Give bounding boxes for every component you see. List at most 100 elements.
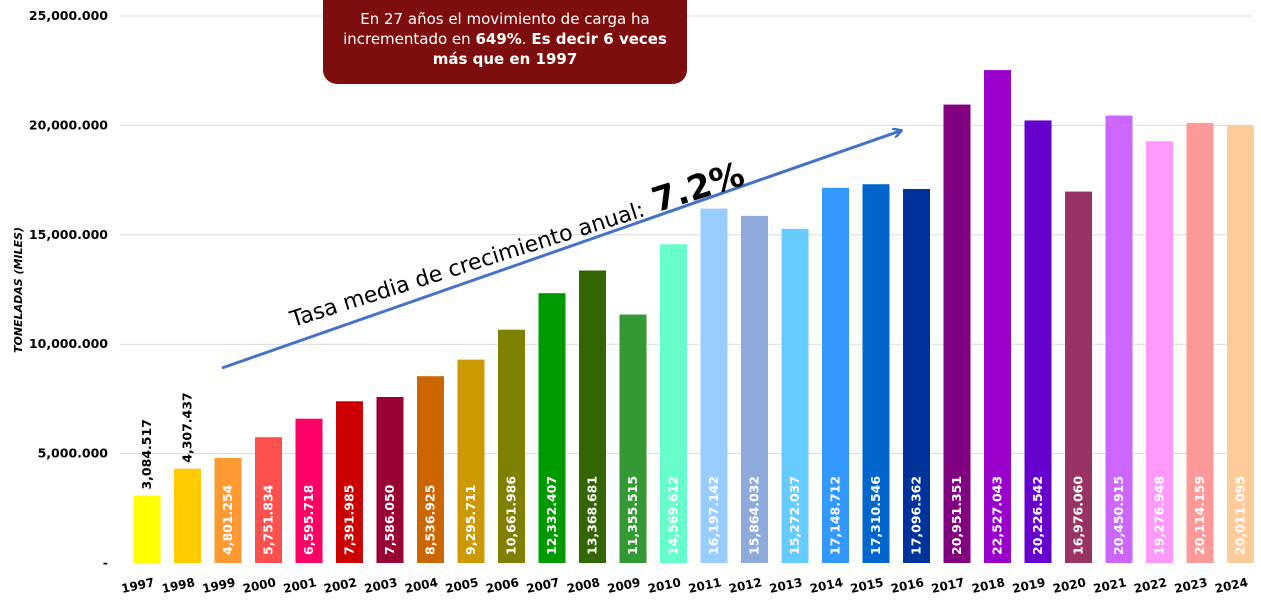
summary-callout: En 27 años el movimiento de carga ha inc… [323, 0, 687, 84]
x-tick-label: 2009 [606, 575, 642, 596]
y-tick-label: - [103, 555, 108, 570]
bar [579, 270, 606, 563]
x-tick-label: 2017 [930, 575, 966, 596]
data-label: 17,096.362 [909, 476, 924, 555]
data-label: 22,527.043 [990, 476, 1005, 555]
x-tick-label: 2001 [282, 575, 318, 596]
callout-line-3: más que en 1997 [337, 49, 673, 69]
bar [133, 495, 161, 563]
y-axis-ticks: - 5,000.000 10,000.000 15,000.000 20,000.000… [29, 8, 108, 570]
bar [1105, 115, 1133, 563]
data-label: 20,011.095 [1233, 476, 1248, 555]
callout-line-3-bold: más que en 1997 [432, 50, 578, 68]
x-tick-label: 2013 [768, 575, 804, 596]
data-label: 19,276.948 [1152, 476, 1167, 555]
data-label: 10,661.986 [504, 476, 519, 555]
x-tick-label: 2002 [323, 575, 359, 596]
data-labels: 3,084.517 4,307.437 4,801.254 5,751.834 6,59… [139, 392, 1248, 555]
bar [1146, 141, 1173, 563]
x-tick-label: 2010 [647, 575, 683, 596]
x-tick-label: 2015 [849, 575, 885, 596]
bar [943, 104, 971, 563]
bar [1227, 125, 1254, 564]
data-label: 7,586.050 [382, 484, 397, 555]
bar [741, 215, 768, 564]
data-label: 20,951.351 [949, 476, 964, 555]
growth-arrow [221, 131, 900, 370]
bar [984, 70, 1011, 563]
x-tick-label: 1997 [120, 575, 156, 596]
callout-line-2-bold: Es decir 6 veces [531, 30, 667, 48]
bar [862, 184, 890, 564]
data-label: 15,272.037 [787, 476, 802, 555]
y-tick-label: 25,000.000 [29, 8, 108, 23]
y-tick-label: 15,000.000 [29, 227, 108, 242]
callout-line-1: En 27 años el movimiento de carga ha [360, 10, 650, 28]
bar [700, 208, 728, 563]
bar [214, 457, 242, 563]
x-tick-label: 1999 [201, 575, 237, 596]
data-label: 8,536.925 [423, 485, 438, 555]
data-label: 16,197.142 [706, 476, 721, 555]
data-label: 20,226.542 [1030, 476, 1045, 555]
data-label: 17,148.712 [828, 476, 843, 555]
x-tick-label: 2012 [728, 575, 764, 596]
bar [1186, 122, 1214, 564]
x-tick-label: 2023 [1173, 575, 1209, 596]
bar [1024, 120, 1052, 563]
data-label: 9,295.711 [463, 485, 478, 555]
x-tick-label: 2007 [525, 575, 561, 596]
x-tick-label: 2004 [404, 575, 440, 596]
callout-line-2-prefix: incrementado en [343, 30, 476, 48]
y-tick-label: 20,000.000 [29, 117, 108, 132]
bars [133, 70, 1254, 564]
data-label: 15,864.032 [747, 476, 762, 555]
bar [619, 314, 647, 563]
bar [903, 188, 930, 564]
data-label: 5,751.834 [261, 484, 276, 555]
growth-rate-value: 7.2% [647, 154, 749, 221]
x-axis-ticks: 1997 1998 1999 2000 2001 2002 2003 2004 2005 2006… [120, 575, 1249, 596]
x-tick-label: 2008 [566, 575, 602, 596]
bar [457, 359, 485, 563]
data-label: 6,595.718 [301, 485, 316, 555]
x-tick-label: 2006 [485, 575, 521, 596]
data-label: 20,450.915 [1111, 476, 1126, 555]
x-tick-label: 2019 [1011, 575, 1047, 596]
data-label: 7,391.985 [342, 485, 357, 555]
x-tick-label: 2020 [1052, 575, 1088, 596]
bar [376, 397, 404, 563]
bar [660, 244, 687, 563]
x-tick-label: 2021 [1092, 575, 1128, 596]
x-tick-label: 2003 [363, 575, 399, 596]
data-label: 4,307.437 [180, 392, 195, 462]
x-tick-label: 2014 [809, 575, 845, 596]
x-tick-label: 2018 [971, 575, 1007, 596]
callout-percent: 649% [475, 30, 522, 48]
x-tick-label: 1998 [161, 575, 197, 596]
x-tick-label: 2005 [444, 575, 480, 596]
x-tick-label: 2022 [1133, 575, 1169, 596]
x-tick-label: 2024 [1214, 575, 1250, 596]
bar [538, 293, 566, 563]
y-tick-label: 10,000.000 [29, 336, 108, 351]
y-tick-label: 5,000.000 [38, 446, 109, 461]
data-label: 3,084.517 [139, 419, 154, 489]
bar [295, 418, 323, 563]
data-label: 17,310.546 [868, 476, 883, 555]
y-axis-label: TONELADAS (MILES) [12, 227, 25, 353]
data-label: 14,569.612 [666, 476, 681, 555]
data-label: 16,976.060 [1071, 476, 1086, 555]
x-tick-label: 2016 [890, 575, 926, 596]
bar [336, 401, 363, 563]
data-label: 20,114.159 [1192, 476, 1207, 555]
callout-line-2-mid: . [521, 30, 532, 48]
bar [498, 329, 525, 563]
bar [255, 437, 282, 563]
bar [822, 187, 849, 563]
data-label: 12,332.407 [544, 476, 559, 555]
callout-line-2: incrementado en 649%. Es decir 6 veces [337, 29, 673, 49]
bar [1065, 191, 1092, 563]
data-label: 13,368.681 [585, 476, 600, 555]
bar [781, 228, 809, 563]
